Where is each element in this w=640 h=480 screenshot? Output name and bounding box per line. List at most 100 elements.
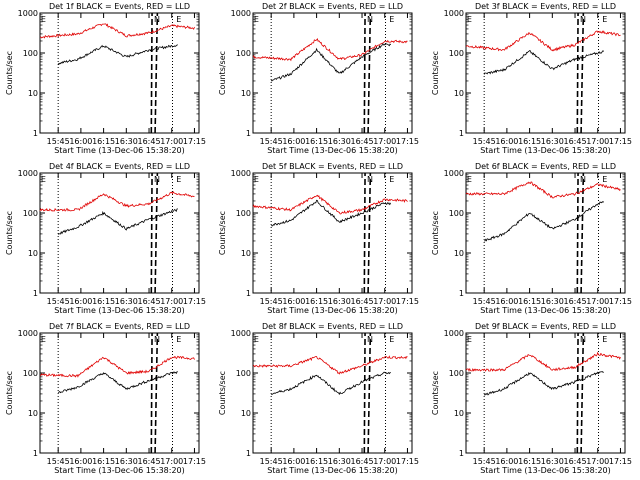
time-marker-label: E bbox=[602, 15, 607, 24]
detector-panel-3: Det 3f BLACK = Events, RED = LLD 1 10 100 10… bbox=[431, 2, 632, 155]
x-tick-label: 16:00 bbox=[69, 137, 92, 146]
time-marker-label: E bbox=[389, 335, 394, 344]
x-axis-label: Start Time (13-Dec-06 15:38:20) bbox=[54, 466, 185, 475]
x-tick-label: 16:00 bbox=[282, 137, 305, 146]
panel-title: Det 4f BLACK = Events, RED = LLD bbox=[49, 162, 190, 171]
panel-title: Det 1f BLACK = Events, RED = LLD bbox=[49, 2, 190, 11]
y-tick-label: 1 bbox=[459, 449, 464, 458]
time-marker-label: N bbox=[580, 335, 586, 344]
events-series-line bbox=[484, 201, 605, 242]
plot-frame bbox=[39, 332, 200, 454]
panel-title: Det 9f BLACK = Events, RED = LLD bbox=[475, 322, 616, 331]
x-axis-label: Start Time (13-Dec-06 15:38:20) bbox=[267, 146, 398, 155]
y-tick-label: 1000 bbox=[18, 329, 38, 338]
time-marker-label: N bbox=[367, 175, 373, 184]
x-tick-label: 17:15 bbox=[396, 297, 419, 306]
plot-frame bbox=[465, 12, 626, 134]
x-tick-label: 17:00 bbox=[373, 137, 396, 146]
x-tick-label: 16:45 bbox=[563, 297, 586, 306]
x-tick-label: 16:00 bbox=[69, 457, 92, 466]
x-tick-label: 16:30 bbox=[115, 297, 138, 306]
x-tick-label: 15:45 bbox=[47, 297, 70, 306]
time-marker-dashed bbox=[150, 172, 153, 294]
x-tick-label: 16:30 bbox=[328, 137, 351, 146]
time-marker-label: E bbox=[467, 335, 472, 344]
x-tick-label: 15:45 bbox=[47, 137, 70, 146]
x-axis-label: Start Time (13-Dec-06 15:38:20) bbox=[267, 306, 398, 315]
lld-series-line bbox=[252, 38, 408, 62]
y-tick-label: 1000 bbox=[444, 169, 464, 178]
detector-panel-6: Det 6f BLACK = Events, RED = LLD 1 10 100 10… bbox=[431, 162, 632, 315]
plot-frame bbox=[465, 332, 626, 454]
y-tick-label: 1000 bbox=[231, 9, 251, 18]
x-tick-label: 16:15 bbox=[305, 137, 328, 146]
time-marker-label: N bbox=[154, 175, 160, 184]
x-tick-label: 17:00 bbox=[160, 137, 183, 146]
y-tick-label: 1 bbox=[246, 289, 251, 298]
x-tick-label: 16:30 bbox=[541, 297, 564, 306]
panel-title: Det 2f BLACK = Events, RED = LLD bbox=[262, 2, 403, 11]
x-axis-label: Start Time (13-Dec-06 15:38:20) bbox=[54, 146, 185, 155]
y-tick-label: 100 bbox=[449, 49, 464, 58]
x-tick-label: 16:30 bbox=[115, 457, 138, 466]
x-tick-label: 16:00 bbox=[282, 297, 305, 306]
y-tick-label: 10 bbox=[454, 409, 464, 418]
y-axis-label: Counts/sec bbox=[5, 211, 14, 255]
lld-series-line bbox=[252, 194, 408, 215]
y-tick-label: 10 bbox=[241, 409, 251, 418]
y-axis-label: Counts/sec bbox=[218, 211, 227, 255]
y-tick-label: 1 bbox=[33, 289, 38, 298]
time-marker-dashed bbox=[580, 332, 585, 454]
y-tick-label: 1000 bbox=[18, 9, 38, 18]
time-marker-label: E bbox=[254, 15, 259, 24]
y-tick-label: 1 bbox=[33, 129, 38, 138]
y-tick-label: 10 bbox=[28, 409, 38, 418]
y-tick-label: 10 bbox=[241, 249, 251, 258]
x-tick-label: 17:15 bbox=[609, 297, 632, 306]
events-series-line bbox=[57, 371, 178, 394]
y-tick-label: 1 bbox=[459, 129, 464, 138]
x-tick-label: 15:45 bbox=[473, 457, 496, 466]
time-marker-dashed bbox=[367, 12, 372, 134]
x-tick-label: 17:00 bbox=[373, 457, 396, 466]
x-tick-label: 17:00 bbox=[160, 297, 183, 306]
x-axis-label: Start Time (13-Dec-06 15:38:20) bbox=[480, 146, 611, 155]
x-tick-label: 16:00 bbox=[495, 297, 518, 306]
plot-frame bbox=[252, 172, 413, 294]
y-axis-label: Counts/sec bbox=[431, 371, 440, 415]
events-series-line bbox=[271, 199, 392, 227]
time-marker-label: E bbox=[176, 335, 181, 344]
events-series-line bbox=[57, 208, 178, 235]
time-marker-dashed bbox=[363, 332, 366, 454]
time-marker-label: E bbox=[41, 175, 46, 184]
y-axis-label: Counts/sec bbox=[431, 51, 440, 95]
x-tick-label: 17:15 bbox=[609, 137, 632, 146]
detector-panel-7: Det 7f BLACK = Events, RED = LLD 1 10 100 10… bbox=[5, 322, 206, 475]
y-tick-label: 10 bbox=[454, 249, 464, 258]
time-marker-dashed bbox=[363, 172, 366, 294]
time-marker-label: N bbox=[154, 15, 160, 24]
time-marker-dashed bbox=[154, 332, 159, 454]
y-tick-label: 100 bbox=[23, 209, 38, 218]
events-series-line bbox=[483, 371, 604, 396]
detector-panel-5: Det 5f BLACK = Events, RED = LLD 1 10 100 10… bbox=[218, 162, 419, 315]
time-marker-label: E bbox=[41, 335, 46, 344]
plot-frame bbox=[252, 12, 413, 134]
x-axis-label: Start Time (13-Dec-06 15:38:20) bbox=[54, 306, 185, 315]
x-tick-label: 16:45 bbox=[137, 457, 160, 466]
time-marker-dashed bbox=[367, 332, 372, 454]
x-tick-label: 16:00 bbox=[495, 137, 518, 146]
x-tick-label: 16:00 bbox=[495, 457, 518, 466]
y-tick-label: 100 bbox=[236, 49, 251, 58]
time-marker-dashed bbox=[576, 12, 579, 134]
y-tick-label: 100 bbox=[236, 369, 251, 378]
time-marker-label: N bbox=[367, 15, 373, 24]
x-tick-label: 16:15 bbox=[92, 457, 115, 466]
y-tick-label: 100 bbox=[23, 369, 38, 378]
y-tick-label: 1 bbox=[459, 289, 464, 298]
x-tick-label: 16:45 bbox=[137, 137, 160, 146]
events-series-line bbox=[483, 50, 605, 75]
x-tick-label: 16:15 bbox=[305, 457, 328, 466]
x-tick-label: 16:00 bbox=[69, 297, 92, 306]
